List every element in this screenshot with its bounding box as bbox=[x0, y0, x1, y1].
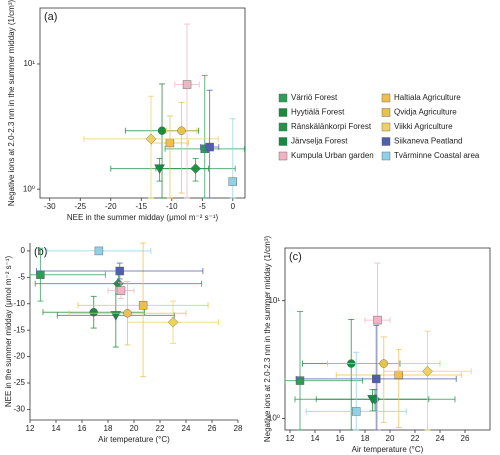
data-point bbox=[36, 270, 45, 279]
data-point bbox=[123, 309, 132, 318]
data-point bbox=[373, 315, 382, 325]
x-tick-label: -5 bbox=[199, 202, 207, 211]
panel-title: (c) bbox=[289, 251, 302, 263]
y-tick-label: 10¹ bbox=[268, 296, 280, 305]
x-axis-label: Air temperature (°C) bbox=[352, 445, 424, 454]
x-tick-label: 26 bbox=[461, 434, 470, 443]
legend-marker bbox=[278, 137, 288, 146]
data-point bbox=[167, 316, 179, 328]
x-tick-label: -20 bbox=[105, 202, 117, 211]
y-tick-label: -10 bbox=[13, 299, 25, 308]
legend-marker bbox=[278, 108, 288, 117]
data-point bbox=[157, 126, 167, 135]
y-tick-label: -5 bbox=[18, 272, 26, 281]
data-point bbox=[295, 376, 305, 385]
data-point bbox=[177, 126, 186, 135]
x-tick-label: 22 bbox=[411, 434, 420, 443]
data-point bbox=[205, 142, 214, 152]
data-point bbox=[138, 301, 148, 310]
x-tick-label: 22 bbox=[156, 424, 165, 433]
x-tick-label: -25 bbox=[74, 202, 86, 211]
plot-frame bbox=[284, 247, 491, 431]
x-tick-label: 24 bbox=[182, 424, 191, 433]
data-point bbox=[379, 359, 388, 368]
x-tick-label: 20 bbox=[386, 434, 395, 443]
x-tick-label: 26 bbox=[208, 424, 217, 433]
legend-marker bbox=[381, 122, 391, 132]
data-point bbox=[165, 138, 175, 148]
legend-marker bbox=[278, 122, 288, 132]
legend-marker bbox=[381, 151, 391, 161]
y-axis-label: Negative ions at 2.0-2.3 nm in the summe… bbox=[7, 0, 16, 206]
data-point bbox=[394, 370, 403, 380]
x-tick-label: -15 bbox=[135, 202, 147, 211]
x-axis-label: Air temperature (°C) bbox=[98, 435, 170, 444]
x-tick-label: 24 bbox=[436, 434, 445, 443]
x-tick-label: 20 bbox=[130, 424, 139, 433]
legend-label: Siikaneva Peatland bbox=[394, 137, 463, 146]
legend-label: Järvselja Forest bbox=[291, 137, 348, 146]
plot-frame bbox=[39, 7, 246, 199]
data-point bbox=[352, 407, 361, 416]
x-tick-label: 16 bbox=[78, 424, 87, 433]
x-tick-label: 12 bbox=[286, 434, 295, 443]
data-point bbox=[154, 164, 165, 175]
legend-marker bbox=[381, 137, 391, 146]
x-tick-label: 12 bbox=[26, 424, 35, 433]
y-tick-label: 0 bbox=[21, 246, 26, 255]
y-axis-label: Negative ions at 2.0-2.3 nm in the summe… bbox=[263, 236, 272, 443]
panel-title: (a) bbox=[44, 11, 57, 23]
legend-marker bbox=[278, 151, 288, 161]
y-tick-label: -15 bbox=[13, 325, 25, 334]
y-tick-label: -30 bbox=[13, 405, 25, 414]
x-tick-label: 14 bbox=[52, 424, 61, 433]
y-tick-label: 10¹ bbox=[23, 59, 35, 68]
x-tick-label: 0 bbox=[231, 202, 236, 211]
x-axis-label: NEE in the summer midday (μmol m⁻² s⁻¹) bbox=[67, 213, 219, 222]
legend-marker bbox=[278, 93, 288, 103]
legend-label: Viikki Agriculture bbox=[394, 122, 453, 131]
legend-label: Ränskälänkorpi Forest bbox=[291, 122, 372, 131]
legend-marker bbox=[381, 108, 391, 117]
data-point bbox=[372, 374, 381, 384]
data-point bbox=[115, 266, 124, 276]
legend-label: Tvärminne Coastal area bbox=[394, 151, 480, 160]
data-point bbox=[367, 395, 378, 405]
data-point bbox=[182, 80, 192, 89]
data-point bbox=[94, 246, 104, 256]
y-tick-label: -25 bbox=[13, 378, 25, 387]
data-point bbox=[89, 308, 98, 317]
x-tick-label: -30 bbox=[44, 202, 56, 211]
legend-label: Kumpula Urban garden bbox=[291, 151, 374, 160]
data-point bbox=[422, 365, 433, 377]
legend-marker bbox=[381, 93, 391, 103]
y-tick-label: 10⁰ bbox=[23, 184, 35, 193]
y-tick-label: 10⁰ bbox=[268, 414, 280, 423]
data-point bbox=[116, 286, 126, 295]
x-tick-label: 28 bbox=[234, 424, 243, 433]
x-tick-label: 18 bbox=[104, 424, 113, 433]
data-point bbox=[228, 177, 237, 186]
data-point bbox=[145, 133, 157, 145]
legend-label: Haltiala Agriculture bbox=[394, 93, 461, 102]
legend-label: Hyytiälä Forest bbox=[291, 108, 345, 117]
x-tick-label: 16 bbox=[336, 434, 345, 443]
y-axis-label: NEE in the summer midday (μmol m⁻² s⁻¹) bbox=[4, 256, 13, 408]
x-tick-label: 18 bbox=[361, 434, 370, 443]
x-tick-label: 14 bbox=[311, 434, 320, 443]
y-tick-label: -20 bbox=[13, 352, 25, 361]
x-tick-label: -10 bbox=[166, 202, 178, 211]
legend-label: Qvidja Agriculture bbox=[394, 108, 457, 117]
legend-label: Värriö Forest bbox=[291, 93, 338, 102]
